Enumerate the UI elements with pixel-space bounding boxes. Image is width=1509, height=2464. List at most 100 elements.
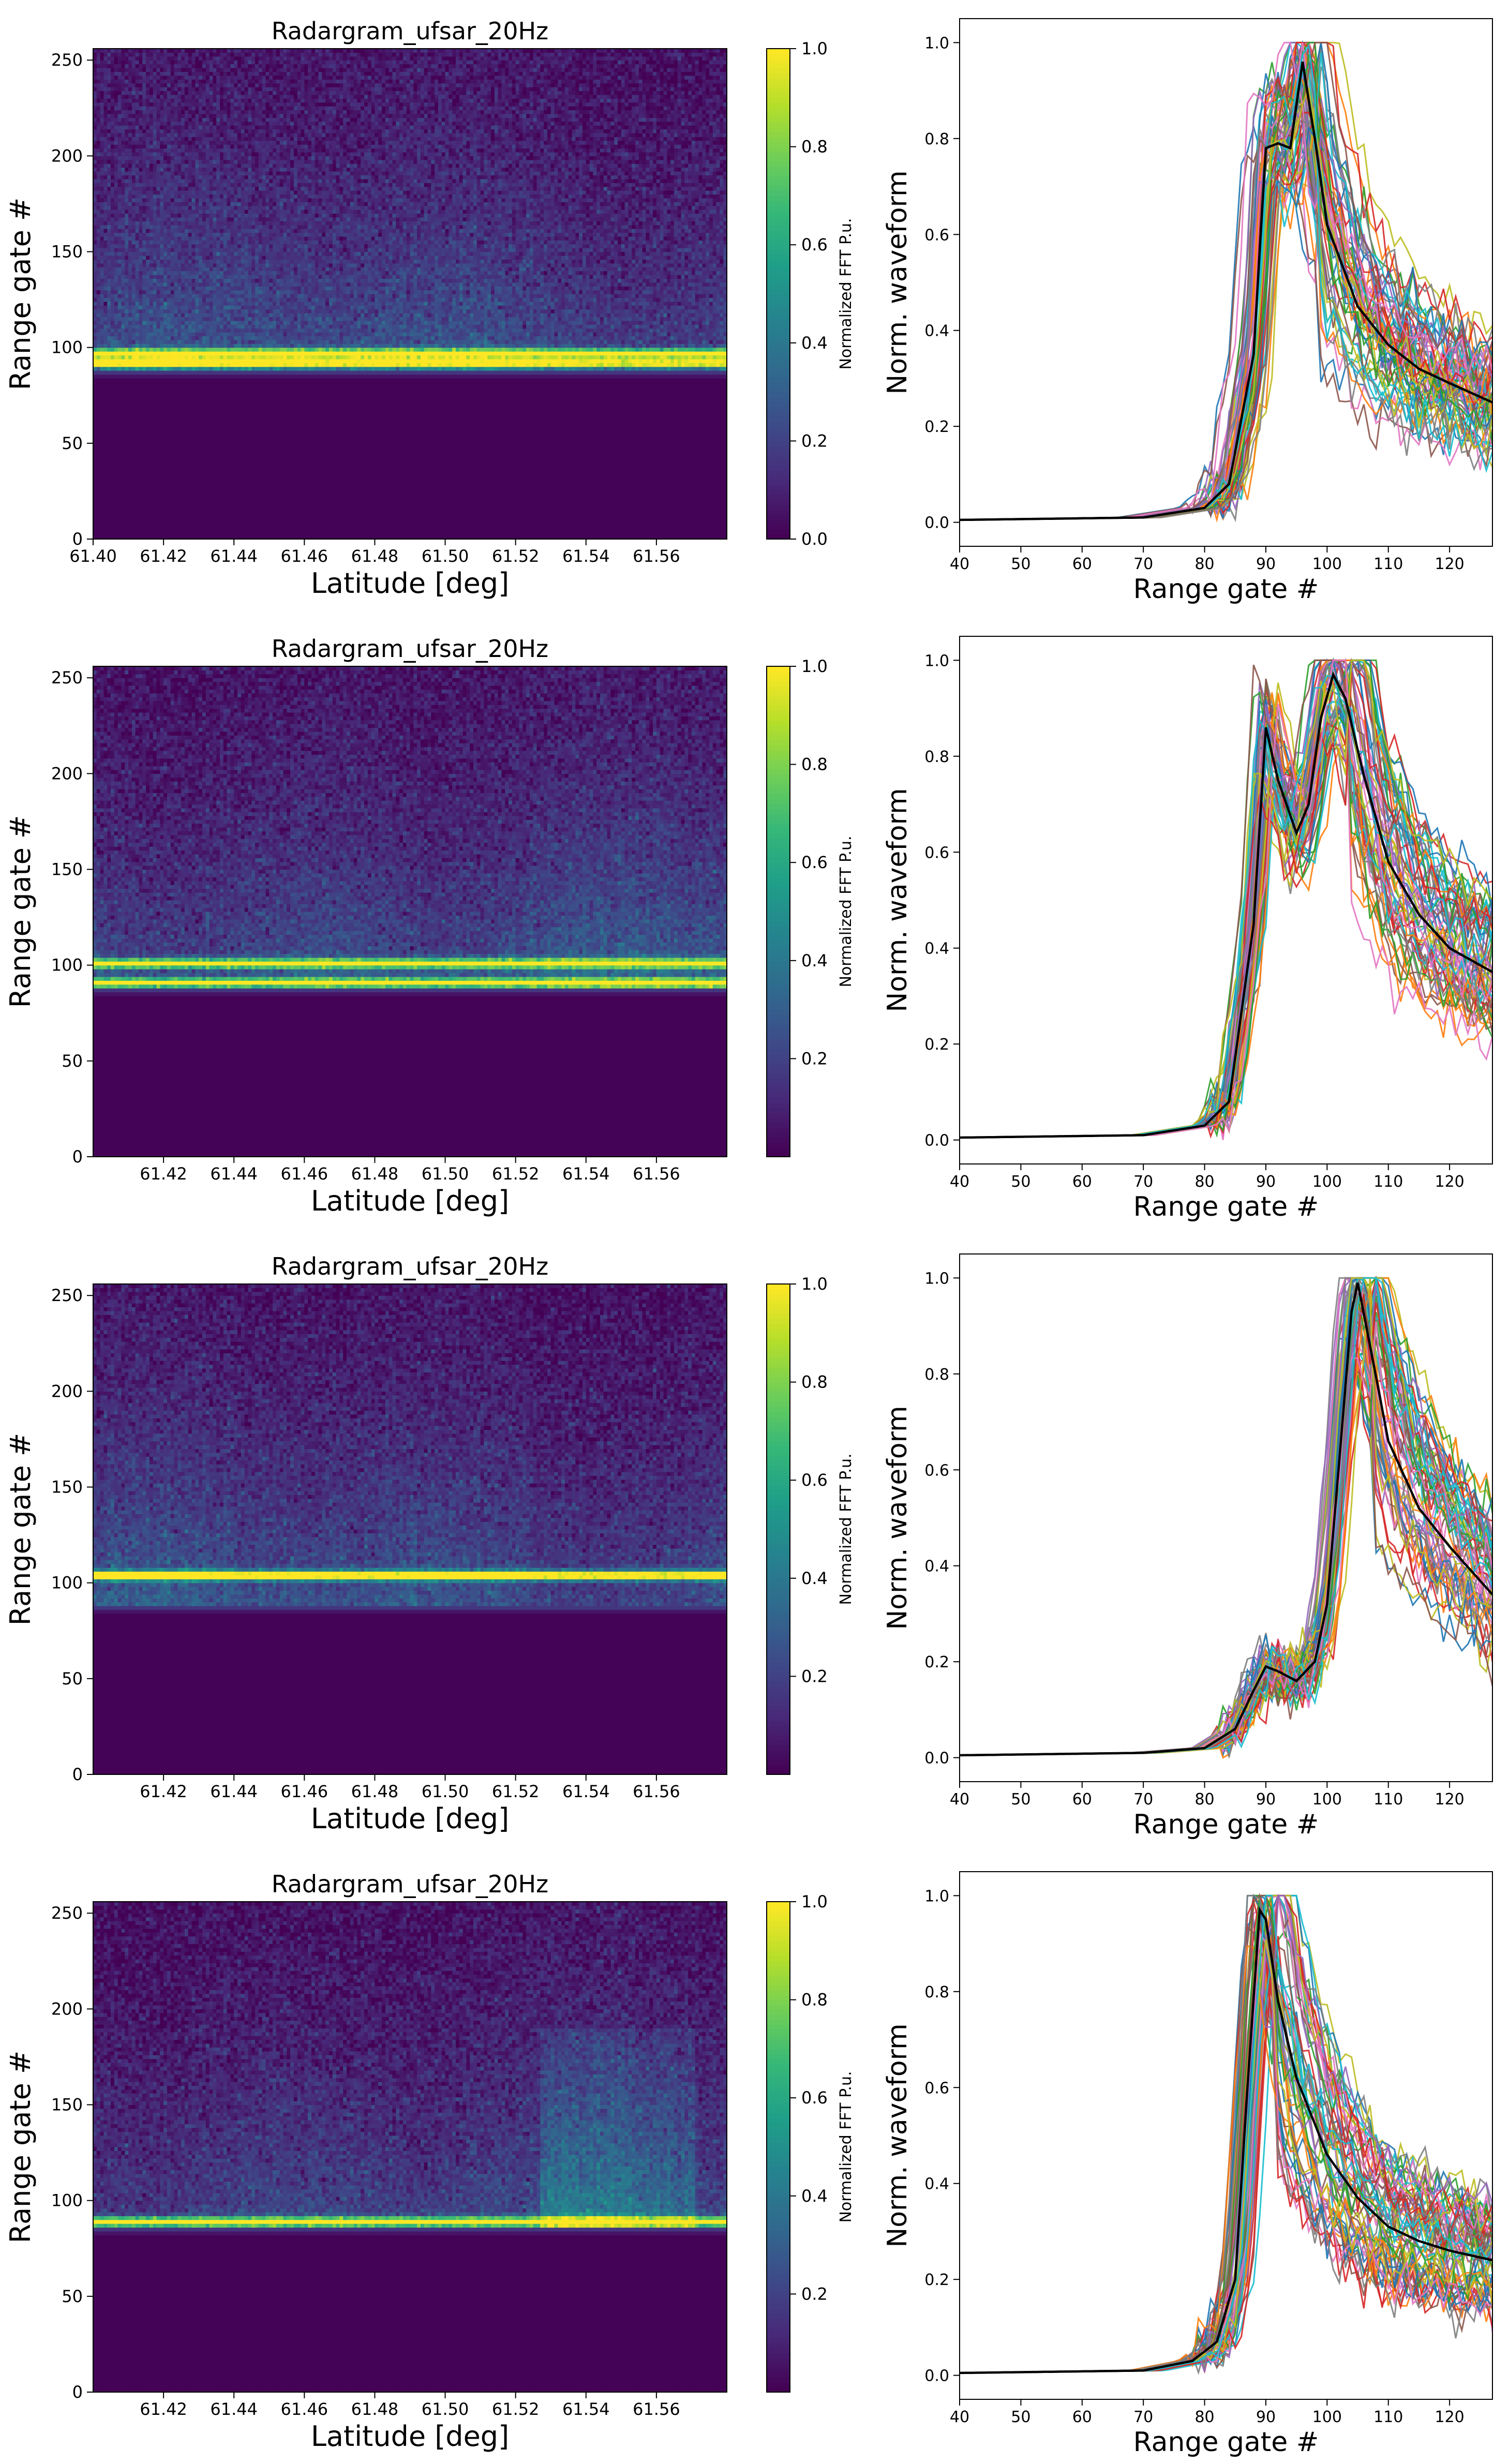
heatmap-cell: [100, 286, 104, 290]
heatmap-cell: [93, 64, 97, 68]
heatmap-cell: [93, 524, 97, 528]
heatmap-cell: [97, 501, 100, 505]
heatmap-cell: [97, 485, 100, 489]
heatmap-cell: [100, 455, 104, 459]
heatmap-cell: [93, 309, 97, 313]
heatmap-cell: [97, 497, 100, 501]
heatmap-cell: [100, 183, 104, 187]
heatmap-cell: [100, 386, 104, 390]
heatmap-cell: [97, 302, 100, 306]
heatmap-cell: [93, 493, 97, 497]
heatmap-cell: [93, 263, 97, 267]
heatmap-cell: [93, 528, 97, 532]
heatmap-cell: [100, 509, 104, 513]
heatmap-cell: [97, 71, 100, 76]
heatmap-cell: [97, 98, 100, 102]
heatmap-cell: [93, 148, 97, 153]
heatmap-cell: [93, 210, 97, 214]
figure: 61.40 61.42 61.44 61.46 61.48 61.50 61.52 61.54…: [0, 0, 1509, 2464]
heatmap-cell: [97, 509, 100, 513]
heatmap-cell: [100, 60, 104, 64]
heatmap-cell: [93, 129, 97, 133]
heatmap-cell: [97, 236, 100, 241]
heatmap-cell: [97, 190, 100, 195]
heatmap-cell: [93, 95, 97, 99]
heatmap-cell: [103, 516, 107, 520]
heatmap-cell: [93, 190, 97, 195]
heatmap-cell: [100, 83, 104, 87]
heatmap-cell: [97, 102, 100, 107]
heatmap-cell: [97, 125, 100, 129]
heatmap-cell: [93, 359, 97, 363]
heatmap-cell: [97, 137, 100, 141]
heatmap-cell: [100, 497, 104, 501]
heatmap-cell: [97, 148, 100, 153]
heatmap-cell: [100, 458, 104, 462]
heatmap-cell: [103, 447, 107, 451]
heatmap-cell: [93, 451, 97, 455]
heatmap-cell: [100, 359, 104, 363]
heatmap-cell: [100, 49, 104, 53]
heatmap-cell: [93, 489, 97, 494]
heatmap-cell: [103, 528, 107, 532]
heatmap-cell: [100, 102, 104, 107]
heatmap-cell: [100, 485, 104, 489]
heatmap-cell: [93, 56, 97, 61]
heatmap-cell: [97, 432, 100, 436]
heatmap-cell: [93, 458, 97, 462]
heatmap-cell: [93, 290, 97, 294]
heatmap-cell: [93, 390, 97, 394]
heatmap-cell: [97, 478, 100, 482]
heatmap-cell: [97, 133, 100, 137]
heatmap-cell: [100, 168, 104, 172]
heatmap-cell: [100, 229, 104, 233]
heatmap-cell: [97, 256, 100, 260]
heatmap-cell: [100, 190, 104, 195]
heatmap-cell: [100, 179, 104, 183]
heatmap-cell: [100, 413, 104, 417]
heatmap-cell: [93, 98, 97, 102]
heatmap-cell: [93, 512, 97, 516]
heatmap-cell: [97, 64, 100, 68]
heatmap-cell: [97, 451, 100, 455]
heatmap-cell: [103, 478, 107, 482]
heatmap-cell: [97, 363, 100, 367]
heatmap-cell: [100, 122, 104, 126]
heatmap-cell: [93, 394, 97, 398]
heatmap-cell: [97, 420, 100, 424]
heatmap-cell: [100, 332, 104, 336]
heatmap-cell: [93, 474, 97, 478]
heatmap-cell: [97, 202, 100, 206]
heatmap-cell: [97, 83, 100, 87]
heatmap-cell: [93, 117, 97, 122]
heatmap-cell: [100, 95, 104, 99]
heatmap-cell: [97, 95, 100, 99]
heatmap-cell: [100, 160, 104, 164]
heatmap-cell: [93, 144, 97, 148]
heatmap-cell: [97, 114, 100, 118]
heatmap-cell: [97, 52, 100, 56]
heatmap-cell: [100, 144, 104, 148]
heatmap-cell: [100, 79, 104, 83]
heatmap-cell: [100, 436, 104, 440]
heatmap-cell: [97, 413, 100, 417]
heatmap-cell: [93, 137, 97, 141]
heatmap-cell: [100, 424, 104, 428]
heatmap-cell: [93, 332, 97, 336]
heatmap-cell: [100, 351, 104, 355]
heatmap-cell: [97, 458, 100, 462]
heatmap-cell: [100, 443, 104, 447]
heatmap-cell: [97, 278, 100, 282]
heatmap-cell: [93, 240, 97, 244]
heatmap-cell: [100, 409, 104, 413]
heatmap-cell: [93, 91, 97, 95]
heatmap-cell: [103, 462, 107, 467]
heatmap-cell: [93, 106, 97, 110]
heatmap-cell: [97, 76, 100, 80]
heatmap-cell: [97, 144, 100, 148]
heatmap-cell: [93, 187, 97, 191]
heatmap-cell: [93, 233, 97, 237]
heatmap-cell: [100, 71, 104, 76]
heatmap-cell: [97, 259, 100, 263]
heatmap-cell: [100, 148, 104, 153]
